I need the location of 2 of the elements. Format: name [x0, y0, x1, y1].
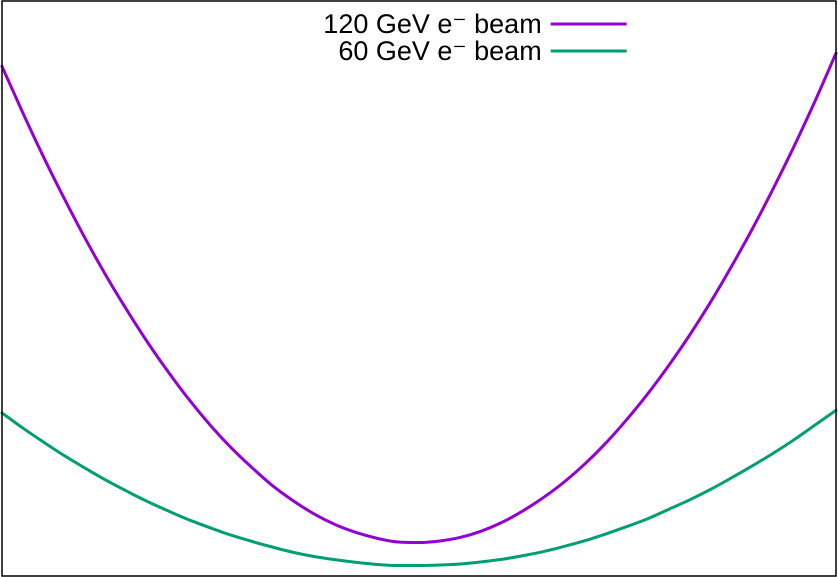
legend-label: 120 GeV e⁻ beam: [323, 9, 542, 39]
legend-label: 60 GeV e⁻ beam: [338, 36, 542, 66]
